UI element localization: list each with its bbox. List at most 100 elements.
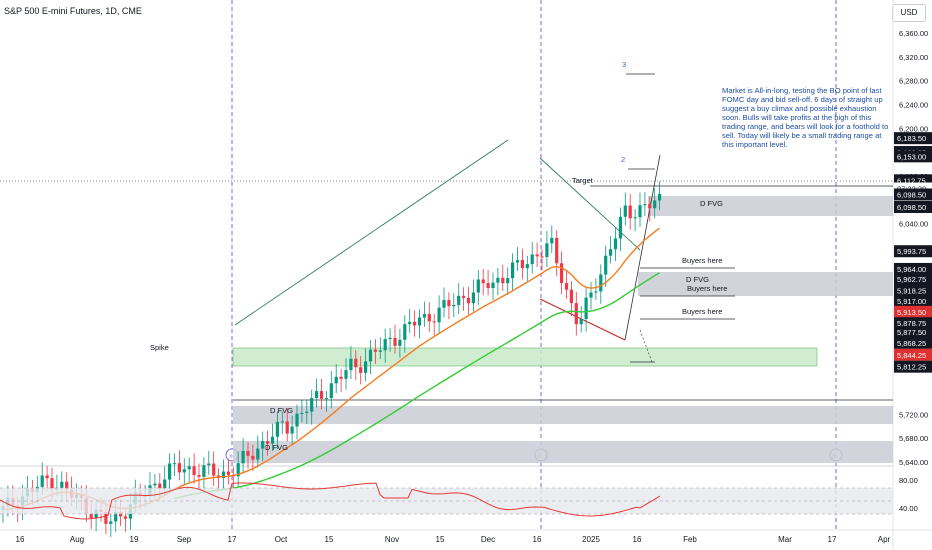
candle-body	[530, 254, 534, 265]
chart-annotation: Target	[572, 176, 594, 185]
price-label-box	[894, 295, 932, 308]
candle-body	[476, 279, 480, 293]
candle-body	[398, 339, 402, 346]
x-tick-label: Oct	[275, 535, 288, 544]
channel-line	[624, 154, 661, 341]
candle-body	[50, 478, 54, 490]
candle-body	[182, 469, 186, 473]
candle-body	[555, 237, 559, 264]
candle-body	[540, 256, 544, 258]
price-label-box	[894, 262, 932, 275]
indicator-tick-label: 40.00	[899, 504, 918, 513]
candle-body	[535, 254, 539, 257]
candle-body	[442, 300, 446, 308]
candle-body	[202, 465, 206, 477]
candle-body	[408, 321, 412, 325]
chart-annotation: D FVG	[270, 406, 293, 415]
candle-body	[457, 295, 461, 305]
candle-body	[295, 413, 299, 427]
candle-body	[368, 349, 373, 362]
y-tick-label: 6,240.00	[899, 101, 928, 110]
price-label-box	[894, 245, 932, 258]
candle-body	[403, 324, 407, 340]
candle-body	[256, 448, 260, 460]
x-tick-label: Mar	[778, 535, 792, 544]
candle-body	[520, 260, 524, 269]
candle-body	[638, 205, 642, 218]
candle-body	[579, 318, 583, 325]
candle-body	[266, 441, 270, 444]
ema-slow-line	[174, 272, 660, 500]
candle-body	[589, 292, 593, 298]
candle-body	[569, 289, 573, 304]
candle-body	[501, 277, 505, 284]
chart-annotation: D FVG	[686, 275, 709, 284]
fvg-box	[638, 272, 893, 296]
candle-body	[270, 436, 275, 444]
y-tick-label: 6,280.00	[899, 77, 928, 86]
chart-annotation: Spike	[150, 343, 169, 352]
candle-body	[315, 391, 319, 398]
chart-annotation: Buyers here	[687, 284, 727, 293]
x-tick-label: Apr	[878, 535, 891, 544]
candle-body	[604, 255, 608, 275]
candle-body	[226, 471, 230, 475]
candle-body	[413, 321, 417, 326]
chart-title: S&P 500 E-mini Futures, 1D, CME	[4, 6, 142, 16]
candle-body	[491, 282, 495, 289]
candle-body	[109, 521, 113, 524]
y-tick-label: 6,040.00	[899, 220, 928, 229]
analysis-note: Market is All-in-long, testing the BO po…	[722, 86, 889, 149]
candle-body	[462, 295, 466, 298]
candle-body	[609, 249, 613, 256]
price-label-text: 5,844.25	[897, 351, 926, 360]
candle-body	[60, 481, 64, 488]
candle-body	[545, 243, 549, 258]
candle-body	[221, 471, 226, 479]
price-label-text: 5,918.25	[897, 286, 926, 295]
x-tick-label: 15	[436, 535, 445, 544]
candle-body	[427, 314, 431, 322]
candle-body	[251, 455, 255, 460]
price-label-text: 6,112.75	[897, 176, 926, 185]
candle-body	[422, 314, 426, 318]
support-zone-box	[232, 347, 818, 367]
candle-body	[349, 358, 353, 371]
candle-body	[594, 291, 598, 293]
price-label-box	[894, 150, 932, 163]
candle-body	[212, 463, 216, 476]
candle-body	[481, 279, 485, 284]
candle-body	[158, 483, 162, 489]
price-label-text: 5,878.75	[897, 319, 926, 328]
y-tick-label: 6,200.00	[899, 124, 928, 133]
candle-body	[466, 297, 471, 304]
chart-annotation: Buyers here	[682, 256, 722, 265]
event-marker-label: »	[229, 453, 233, 460]
candle-body	[658, 193, 662, 201]
channel-line	[539, 157, 641, 251]
y-tick-label: 6,360.00	[899, 29, 928, 38]
channel-line	[234, 139, 509, 326]
x-tick-label: 17	[228, 535, 237, 544]
price-label-text: 5,962.75	[897, 275, 926, 284]
y-tick-label: 5,640.00	[899, 458, 928, 467]
channel-line	[639, 329, 653, 363]
candle-body	[564, 283, 569, 290]
candle-body	[515, 260, 520, 263]
price-label-text: 5,868.25	[897, 339, 926, 348]
candle-body	[648, 204, 652, 209]
fvg-box	[648, 196, 893, 216]
candle-body	[197, 475, 201, 477]
candle-body	[280, 421, 284, 423]
candle-body	[613, 238, 618, 250]
indicator-line	[0, 482, 661, 520]
price-label-text: 6,153.00	[897, 152, 926, 161]
price-label-box	[894, 273, 932, 286]
candle-body	[486, 283, 490, 289]
price-label-box	[894, 360, 932, 373]
x-tick-label: 2025	[582, 535, 600, 544]
candle-body	[437, 307, 441, 323]
candle-body	[310, 397, 314, 412]
